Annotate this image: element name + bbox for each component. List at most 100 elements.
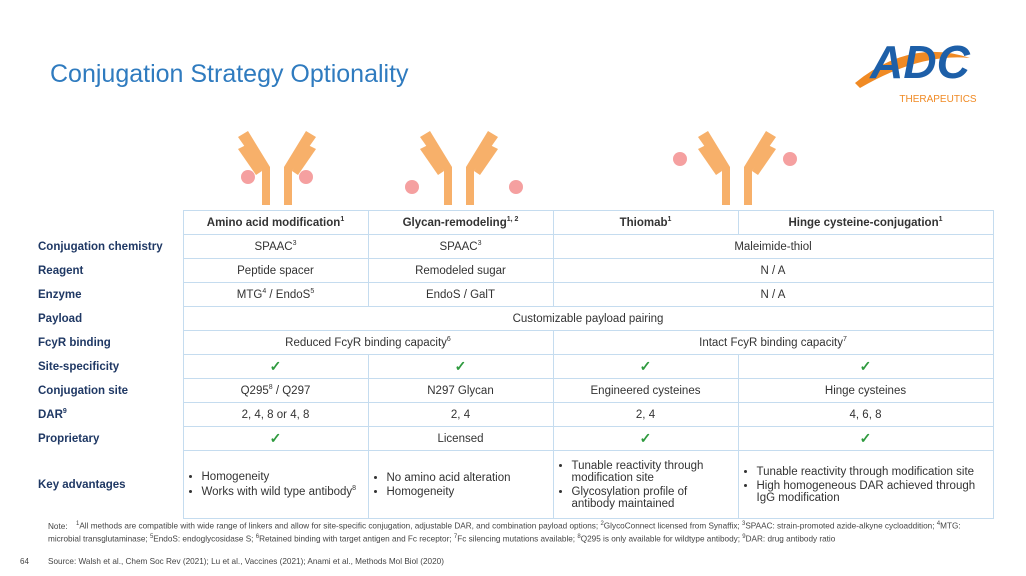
text: Maleimide-thiol — [734, 240, 812, 253]
check-mark: ✓ — [269, 358, 282, 374]
bullet-list: Tunable reactivity through modification … — [745, 466, 987, 504]
cell: ✓ — [552, 426, 739, 451]
text: Peptide spacer — [237, 264, 314, 277]
row-label: Reagent — [30, 259, 183, 283]
cell: Hinge cysteines — [737, 378, 994, 403]
text: Licensed — [437, 432, 484, 445]
superscript: 1, 2 — [506, 216, 519, 224]
row-label: FcyR binding — [30, 331, 183, 355]
table-row: Enzyme MTG4 / EndoS5 EndoS / GalT N / A — [30, 282, 994, 307]
logo-name: ADC — [869, 36, 970, 88]
bullet-item: Tunable reactivity through modification … — [757, 466, 987, 478]
text: Intact FcyR binding capacity — [699, 336, 843, 349]
page-number: 64 — [20, 557, 29, 566]
text: EndoS / GalT — [425, 288, 496, 301]
check-mark: ✓ — [639, 430, 652, 446]
bullet-item: Homogeneity — [202, 471, 362, 483]
table-row: Conjugation site Q2958 / Q297 N297 Glycan E… — [30, 378, 994, 403]
text: Glycosylation profile of antibody mainta… — [571, 485, 688, 510]
text: DAR — [38, 408, 63, 421]
antibody-illustrations — [238, 131, 797, 205]
cell: N / A — [552, 258, 994, 283]
note-number: 9 — [742, 533, 746, 540]
text: Q295 — [240, 384, 269, 397]
table-row: Proprietary ✓ Licensed ✓ ✓ — [30, 426, 994, 451]
bullet-list: Homogeneity Works with wild type antibody… — [190, 471, 362, 498]
superscript: 6 — [446, 336, 451, 344]
text: SPAAC — [254, 240, 293, 253]
cell: 4, 6, 8 — [737, 402, 994, 427]
check-mark: ✓ — [859, 430, 872, 446]
note-text: MTG: microbial transglutaminase; — [48, 521, 961, 544]
table-row: Key advantages Homogeneity Works with wild… — [30, 450, 994, 519]
note-text: Fc silencing mutations available; — [457, 534, 576, 544]
bullet-list: No amino acid alterationHomogeneity — [375, 472, 547, 498]
text: Thiomab — [619, 216, 668, 229]
text: Conjugation chemistry — [38, 240, 163, 253]
text: Key advantages — [38, 478, 126, 491]
cell: 2, 4, 8 or 4, 8 — [182, 402, 369, 427]
text: Works with wild type antibody — [201, 485, 353, 498]
text: SPAAC — [439, 240, 478, 253]
text: Proprietary — [38, 432, 100, 445]
text: Site-specificity — [38, 360, 120, 373]
title: Conjugation Strategy Optionality — [50, 60, 409, 88]
text: MTG — [236, 288, 263, 301]
text: 2, 4, 8 or 4, 8 — [241, 408, 310, 421]
cell: Q2958 / Q297 — [182, 378, 369, 403]
table-row: DAR9 2, 4, 8 or 4, 8 2, 4 2, 4 4, 6, 8 — [30, 402, 994, 427]
cell: Intact FcyR binding capacity7 — [552, 330, 994, 355]
text: High homogeneous DAR achieved through Ig… — [756, 479, 976, 504]
text: Reagent — [38, 264, 84, 277]
text: Remodeled sugar — [415, 264, 506, 277]
text: Homogeneity — [386, 485, 455, 498]
cell: ✓ — [737, 354, 994, 379]
note-text: All methods are compatible with wide ran… — [79, 521, 599, 531]
note-number: 5 — [149, 533, 154, 540]
superscript: 5 — [310, 288, 315, 296]
column-header: Glycan-remodeling1, 2 — [367, 210, 554, 235]
check-mark: ✓ — [639, 358, 652, 374]
table-row: Reagent Peptide spacer Remodeled sugar N / … — [30, 258, 994, 283]
text: N297 Glycan — [427, 384, 494, 397]
cell: EndoS / GalT — [367, 282, 554, 307]
text: 2, 4 — [450, 408, 471, 421]
superscript: 1 — [340, 216, 345, 224]
superscript: 1 — [667, 216, 672, 224]
cell: No amino acid alterationHomogeneity — [367, 450, 554, 519]
cell: N / A — [552, 282, 994, 307]
cell: SPAAC3 — [367, 234, 554, 259]
cell: ✓ — [182, 354, 369, 379]
row-label: Proprietary — [30, 427, 183, 451]
text: Tunable reactivity through modification … — [571, 459, 704, 484]
row-label: Key advantages — [30, 451, 183, 519]
comparison-table: Amino acid modification1 Glycan-remodelin… — [30, 210, 994, 519]
note-text: Retained binding with target antigen and… — [259, 534, 452, 544]
text: N / A — [760, 288, 786, 301]
text: No amino acid alteration — [386, 471, 511, 484]
superscript: 7 — [842, 336, 847, 344]
note-text: Q295 is only available for wildtype anti… — [580, 534, 741, 544]
table-row: Conjugation chemistry SPAAC3 SPAAC3 Maleimi… — [30, 234, 994, 259]
row-label: Conjugation chemistry — [30, 235, 183, 259]
cell: Customizable payload pairing — [182, 306, 994, 331]
bullet-item: Glycosylation profile of antibody mainta… — [572, 486, 732, 510]
check-mark: ✓ — [859, 358, 872, 374]
note-number: 3 — [742, 521, 746, 527]
cell: MTG4 / EndoS5 — [182, 282, 369, 307]
text: Hinge cysteines — [824, 384, 907, 397]
text: 4, 6, 8 — [849, 408, 882, 421]
text: Glycan-remodeling — [402, 216, 507, 229]
text: Engineered cysteines — [590, 384, 701, 397]
note-number: 8 — [577, 533, 581, 540]
bullet-item: High homogeneous DAR achieved through Ig… — [757, 480, 987, 504]
source: Source: Walsh et al., Chem Soc Rev (2021… — [48, 557, 444, 566]
cell: 2, 4 — [552, 402, 739, 427]
table-row: Payload Customizable payload pairing — [30, 306, 994, 331]
text: / EndoS — [266, 288, 311, 301]
check-mark: ✓ — [454, 358, 467, 374]
cell: Tunable reactivity through modification … — [737, 450, 994, 519]
cell: ✓ — [552, 354, 739, 379]
cell: ✓ — [367, 354, 554, 379]
